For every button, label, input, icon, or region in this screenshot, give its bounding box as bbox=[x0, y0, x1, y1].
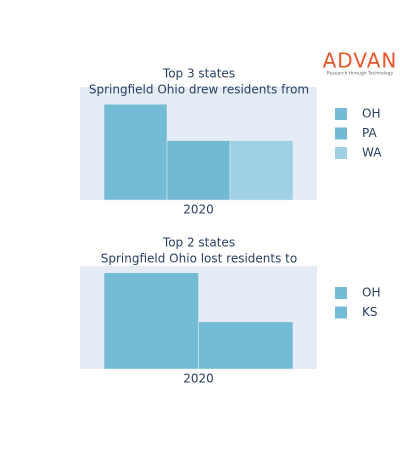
bar bbox=[103, 272, 199, 370]
x-tick-label: 2020 bbox=[183, 203, 214, 217]
chart-title: Top 2 states bbox=[162, 236, 235, 250]
chart-subtitle: Springfield Ohio drew residents from bbox=[89, 83, 309, 97]
legend-label: WA bbox=[362, 146, 382, 160]
chart-title: Top 3 states bbox=[162, 67, 235, 81]
legend-swatch bbox=[335, 306, 347, 319]
legend-label: PA bbox=[362, 126, 377, 140]
bar bbox=[166, 140, 231, 201]
x-tick-label: 2020 bbox=[183, 372, 214, 386]
legend-swatch bbox=[335, 287, 347, 299]
bar bbox=[229, 140, 294, 201]
legend-label: KS bbox=[362, 305, 378, 319]
legend-swatch bbox=[335, 127, 347, 140]
legend-label: OH bbox=[362, 286, 380, 300]
legend-label: OH bbox=[362, 107, 380, 121]
bar bbox=[103, 103, 168, 201]
legend-swatch bbox=[335, 108, 347, 120]
logo-tagline: Research through Technology bbox=[327, 71, 394, 77]
legend-swatch bbox=[335, 147, 347, 159]
logo: ADVAN bbox=[323, 49, 398, 73]
bar bbox=[198, 321, 294, 370]
chart-subtitle: Springfield Ohio lost residents to bbox=[101, 252, 297, 266]
